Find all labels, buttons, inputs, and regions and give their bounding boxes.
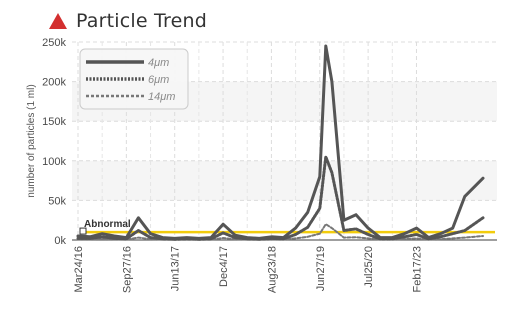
y-tick-label: 0k (54, 235, 66, 247)
series-lines (76, 44, 485, 241)
y-tick-label: 200k (42, 77, 66, 89)
x-tick-label: Dec4/17 (218, 246, 230, 287)
warning-triangle-icon (49, 13, 67, 29)
x-tick-label: Jun13/17 (170, 246, 182, 291)
chart-header: Particle Trend (48, 8, 207, 34)
x-tick-label: Sep27/16 (121, 246, 133, 293)
legend: 4μm 6μm 14μm (79, 48, 189, 110)
grid-lines (72, 41, 497, 241)
y-tick-label: 50k (48, 195, 66, 207)
threshold-marker (79, 227, 87, 235)
plot-background (72, 42, 497, 240)
legend-box (79, 48, 189, 110)
x-tick-label: Feb17/23 (411, 246, 423, 292)
y-tick-label: 150k (42, 116, 66, 128)
x-tick-label: Jun27/19 (315, 246, 327, 291)
x-tick-label: Jul25/20 (363, 246, 375, 288)
legend-label: 6μm (148, 74, 169, 86)
y-axis-ticks: 0k 50k 100k 150k 200k 250k (42, 37, 66, 247)
threshold-label: Abnormal (84, 219, 131, 230)
y-tick-label: 100k (42, 156, 66, 168)
legend-label: 4μm (148, 57, 169, 69)
x-tick-label: Aug23/18 (266, 246, 278, 293)
chart-title: Particle Trend (76, 10, 208, 32)
y-tick-label: 250k (42, 37, 66, 49)
legend-label: 14μm (148, 91, 175, 103)
plot-band (72, 160, 497, 201)
series-line-4m (76, 44, 485, 240)
x-tick-label: Mar24/16 (73, 246, 85, 292)
x-axis-ticks: Mar24/16 Sep27/16 Jun13/17 Dec4/17 Aug23/18 J… (73, 246, 423, 293)
y-axis-label: number of particles (1 ml) (26, 84, 37, 197)
